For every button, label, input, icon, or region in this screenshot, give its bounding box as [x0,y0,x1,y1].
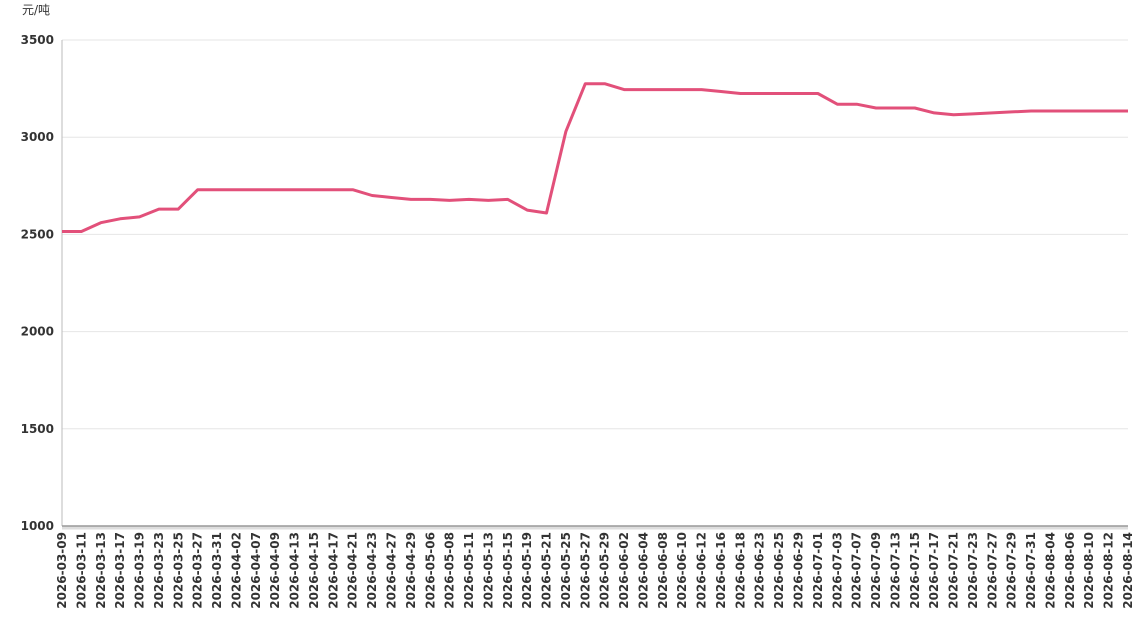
x-tick-label: 2026-03-17 [113,532,127,609]
x-tick-label: 2026-04-02 [229,532,243,609]
x-tick-label: 2026-04-29 [404,532,418,609]
x-tick-label: 2026-07-13 [888,532,902,609]
x-tick-label: 2026-05-06 [423,532,437,609]
x-tick-label: 2026-03-19 [133,532,147,609]
x-tick-label: 2026-05-29 [598,532,612,609]
y-tick-label: 2500 [21,227,54,241]
x-tick-label: 2026-07-23 [966,532,980,609]
x-tick-label: 2026-05-21 [540,532,554,609]
x-tick-label: 2026-06-02 [617,532,631,609]
x-tick-label: 2026-05-15 [501,532,515,609]
x-tick-label: 2026-08-06 [1063,532,1077,609]
y-axis-unit: 元/吨 [22,3,50,17]
x-tick-label: 2026-03-23 [152,532,166,609]
line [62,82,1128,233]
x-tick-label: 2026-06-29 [792,532,806,609]
x-tick-label: 2026-04-17 [326,532,340,609]
x-tick-label: 2026-07-09 [869,532,883,609]
x-tick-label: 2026-07-29 [1005,532,1019,609]
x-tick-label: 2026-07-31 [1024,532,1038,609]
x-tick-label: 2026-04-07 [249,532,263,609]
x-tick-label: 2026-07-17 [927,532,941,609]
x-tick-label: 2026-05-13 [481,532,495,609]
x-tick-label: 2026-05-19 [520,532,534,609]
x-tick-label: 2026-04-09 [268,532,282,609]
x-tick-label: 2026-05-27 [578,532,592,609]
x-tick-label: 2026-03-09 [55,532,69,609]
x-tick-label: 2026-06-25 [772,532,786,609]
x-tick-label: 2026-03-13 [94,532,108,609]
x-tick-label: 2026-07-03 [830,532,844,609]
y-tick-label: 3500 [21,33,54,47]
x-tick-label: 2026-06-10 [675,532,689,609]
x-tick-label: 2026-05-25 [559,532,573,609]
x-tick-label: 2026-05-11 [462,532,476,609]
y-tick-label: 1500 [21,422,54,436]
x-tick-label: 2026-06-18 [733,532,747,609]
x-tick-label: 2026-03-31 [210,532,224,609]
x-tick-label: 2026-06-12 [695,532,709,609]
x-tick-label: 2026-06-04 [636,532,650,609]
x-tick-label: 2026-04-27 [384,532,398,609]
x-tick-label: 2026-03-27 [191,532,205,609]
x-tick-label: 2026-08-10 [1082,532,1096,609]
x-tick-label: 2026-07-21 [947,532,961,609]
x-tick-label: 2026-07-15 [908,532,922,609]
y-tick-label: 3000 [21,130,54,144]
x-tick-label: 2026-06-23 [753,532,767,609]
x-tick-label: 2026-07-07 [850,532,864,609]
x-tick-label: 2026-03-11 [74,532,88,609]
x-tick-label: 2026-04-23 [365,532,379,609]
x-tick-label: 2026-07-01 [811,532,825,609]
x-tick-label: 2026-05-08 [443,532,457,609]
x-tick-label: 2026-07-27 [985,532,999,609]
y-tick-label: 1000 [21,519,54,533]
x-tick-label: 2026-03-25 [171,532,185,609]
y-tick-label: 2000 [21,325,54,339]
x-tick-label: 2026-08-12 [1102,532,1116,609]
x-tick-label: 2026-08-04 [1043,532,1057,609]
x-tick-label: 2026-08-14 [1121,532,1135,609]
x-tick-label: 2026-04-15 [307,532,321,609]
x-tick-label: 2026-04-13 [288,532,302,609]
x-tick-label: 2026-06-08 [656,532,670,609]
x-tick-label: 2026-04-21 [346,532,360,609]
x-tick-label: 2026-06-16 [714,532,728,609]
